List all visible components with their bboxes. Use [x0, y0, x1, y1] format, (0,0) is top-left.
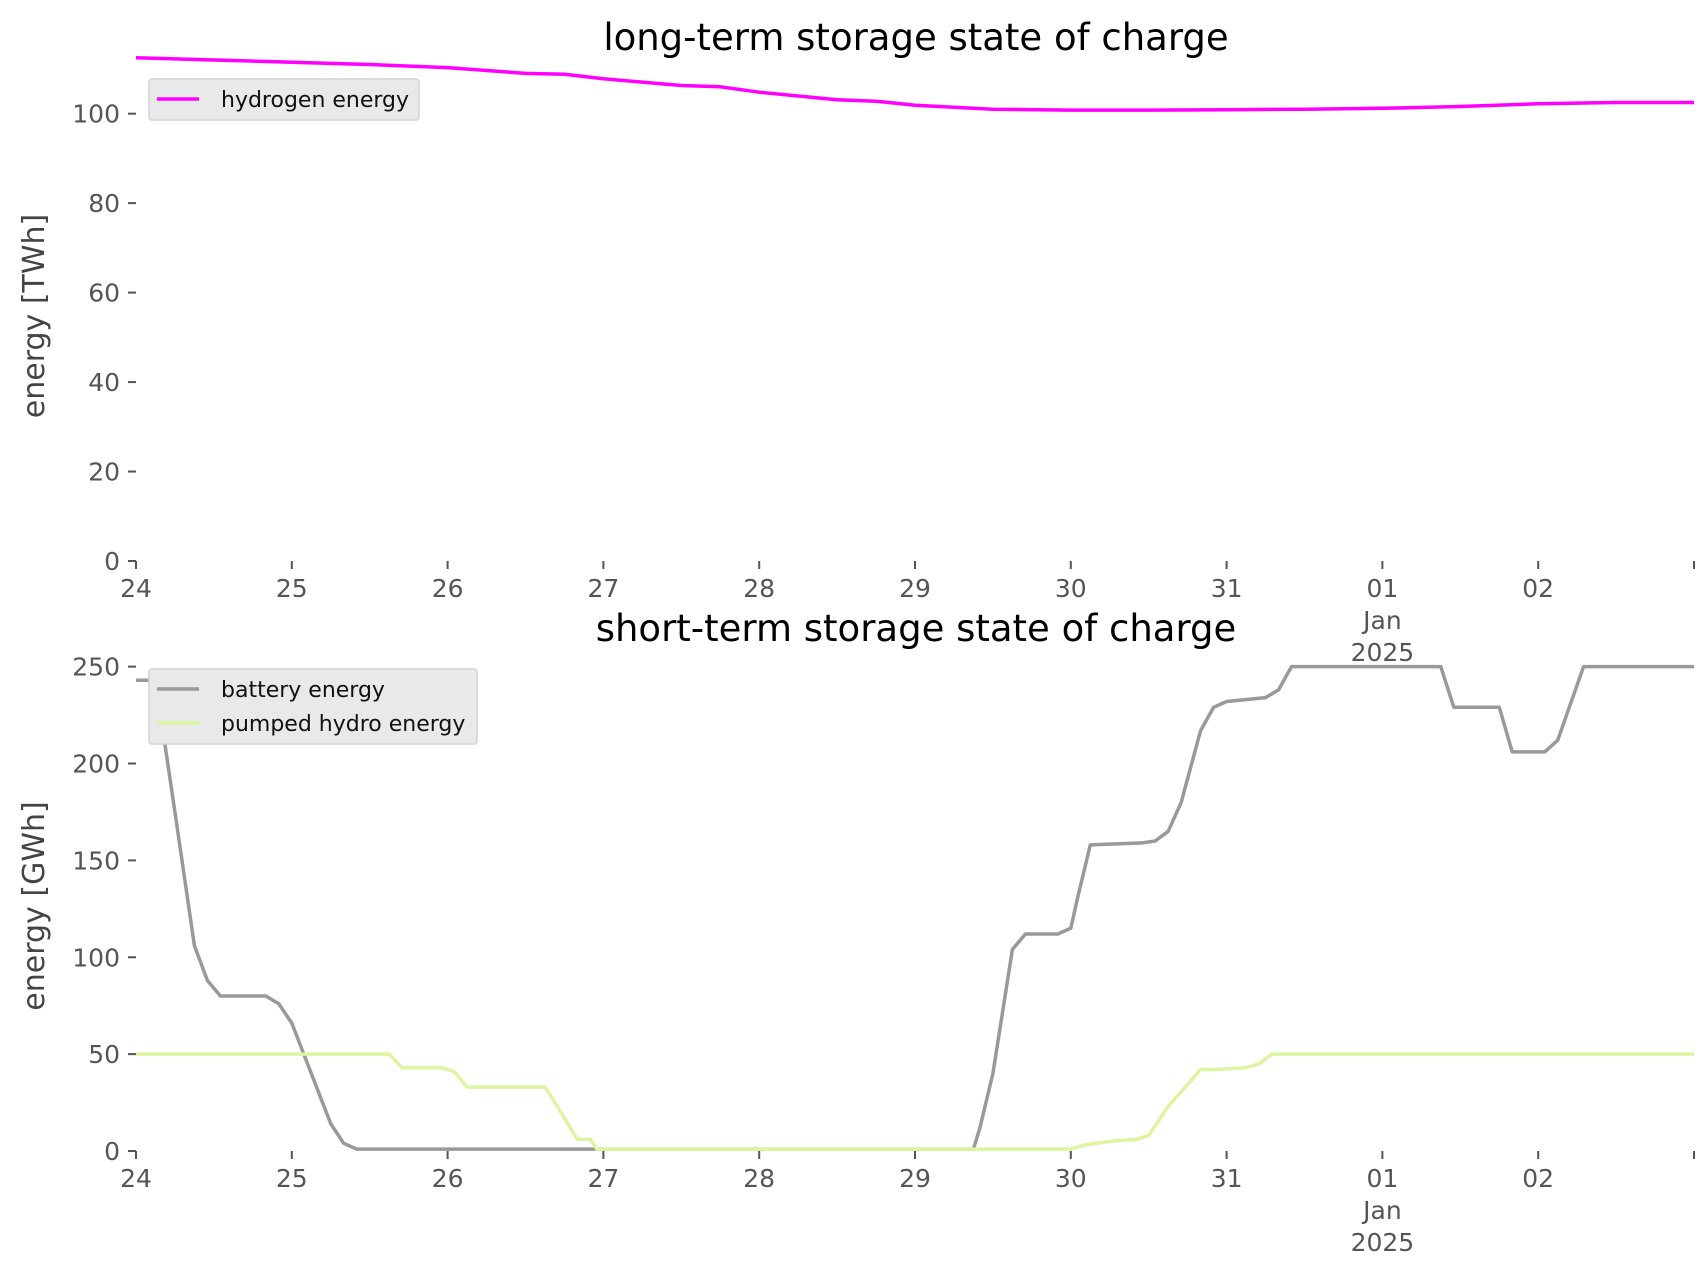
- long-term-series-group: [135, 56, 1694, 112]
- short-term-x-tick-label: 02: [1522, 1164, 1554, 1193]
- short-term-x-tick-label: 30: [1055, 1164, 1087, 1193]
- short-term-y-tick-label: 50: [88, 1040, 120, 1069]
- long-term-chart-title: long-term storage state of charge: [603, 16, 1228, 59]
- short-term-y-axis: 0 50 100 150 200 250: [72, 653, 136, 1166]
- short-term-x-tick-label: 25: [276, 1164, 308, 1193]
- short-term-legend-label: pumped hydro energy: [221, 712, 465, 737]
- long-term-x-tick-label: 02: [1522, 574, 1554, 603]
- long-term-legend: hydrogen energy: [148, 78, 420, 121]
- short-term-x-axis: 24 25 26 27 28 29 30 31 01 Jan 2025 02: [120, 1151, 1695, 1257]
- long-term-y-tick-label: 20: [88, 458, 120, 487]
- long-term-x-tick-label: Jan: [1361, 606, 1402, 635]
- short-term-x-tick-label: Jan: [1361, 1196, 1402, 1225]
- long-term-x-tick-label: 25: [276, 574, 308, 603]
- short-term-y-tick-label: 150: [72, 846, 120, 875]
- short-term-y-tick-label: 200: [72, 750, 120, 779]
- long-term-y-tick-label: 40: [88, 368, 120, 397]
- long-term-y-axis-label: energy [TWh]: [17, 214, 52, 418]
- long-term-y-tick-label: 60: [88, 279, 120, 308]
- long-term-x-tick-label: 27: [587, 574, 619, 603]
- short-term-y-tick-label: 0: [104, 1137, 120, 1166]
- long-term-legend-label: hydrogen energy: [221, 88, 409, 113]
- long-term-x-tick-label: 30: [1055, 574, 1087, 603]
- long-term-x-tick-label: 29: [899, 574, 931, 603]
- short-term-legend-box: [148, 668, 478, 745]
- short-term-storage-panel: short-term storage state of charge energ…: [17, 607, 1695, 1257]
- short-term-series-line-pumped-hydro-energy: [136, 1052, 1694, 1151]
- long-term-y-tick-label: 100: [72, 100, 120, 129]
- long-term-x-axis: 24 25 26 27 28 29 30 31 01 Jan 2025 02: [120, 561, 1695, 667]
- short-term-x-tick-label: 24: [120, 1164, 152, 1193]
- short-term-chart-title: short-term storage state of charge: [596, 607, 1237, 650]
- long-term-legend-box: [148, 78, 420, 121]
- long-term-x-tick-label: 24: [120, 574, 152, 603]
- short-term-x-tick-label: 26: [432, 1164, 464, 1193]
- short-term-x-tick-label: 2025: [1351, 1228, 1415, 1257]
- long-term-x-tick-label: 31: [1211, 574, 1243, 603]
- short-term-x-tick-label: 28: [743, 1164, 775, 1193]
- short-term-y-tick-label: 250: [72, 653, 120, 682]
- long-term-x-tick-label: 26: [432, 574, 464, 603]
- short-term-y-axis-label: energy [GWh]: [17, 801, 52, 1010]
- short-term-x-tick-label: 27: [587, 1164, 619, 1193]
- long-term-y-tick-label: 80: [88, 189, 120, 218]
- long-term-y-axis: 0 20 40 60 80 100: [72, 100, 136, 576]
- short-term-x-tick-label: 29: [899, 1164, 931, 1193]
- short-term-y-tick-label: 100: [72, 943, 120, 972]
- short-term-legend: battery energy pumped hydro energy: [148, 668, 478, 745]
- short-term-x-tick-label: 01: [1366, 1164, 1398, 1193]
- short-term-series-group: [136, 664, 1694, 1151]
- long-term-storage-panel: long-term storage state of charge energy…: [17, 16, 1695, 667]
- long-term-x-tick-label: 01: [1366, 574, 1398, 603]
- short-term-series-line-battery-energy: [136, 664, 1694, 1151]
- long-term-x-tick-label: 28: [743, 574, 775, 603]
- long-term-y-tick-label: 0: [104, 547, 120, 576]
- long-term-series-line-hydrogen-energy: [135, 56, 1694, 112]
- short-term-legend-label: battery energy: [221, 678, 385, 703]
- long-term-x-tick-label: 2025: [1351, 638, 1415, 667]
- short-term-x-tick-label: 31: [1211, 1164, 1243, 1193]
